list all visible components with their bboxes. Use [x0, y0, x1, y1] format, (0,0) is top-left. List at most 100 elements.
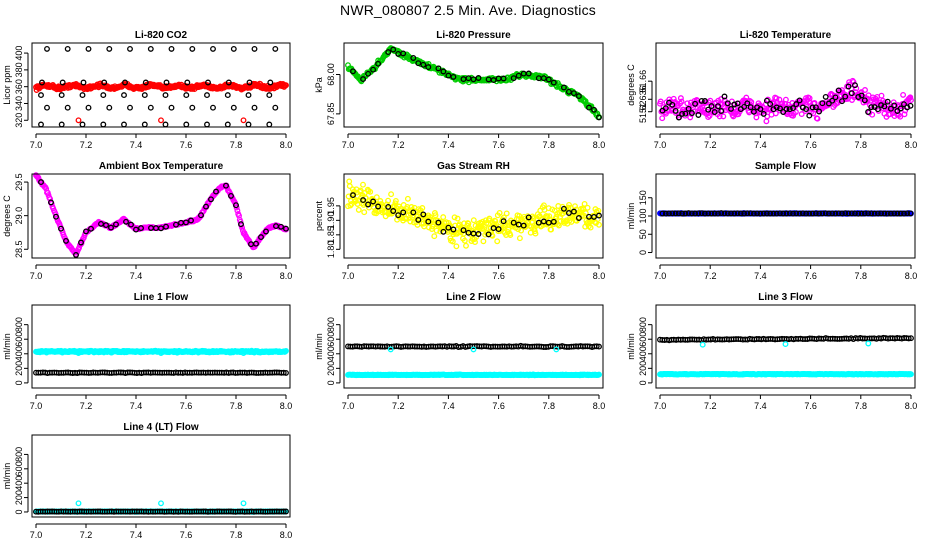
- data-point-tanks: [773, 104, 780, 111]
- data-point-active-dip: [865, 340, 872, 347]
- data-point-tanks: [390, 46, 397, 53]
- data-point-tanks: [744, 100, 751, 107]
- data-point-tanks: [793, 101, 800, 108]
- x-tick-label: 7.2: [80, 271, 93, 281]
- data-point-tanks: [705, 106, 712, 113]
- x-tick-label: 7.0: [30, 530, 43, 540]
- x-tick-label: 7.0: [30, 140, 43, 150]
- data-point-tanks: [783, 106, 790, 112]
- data-point-sample: [408, 204, 415, 210]
- data-point-tanks: [835, 210, 842, 217]
- data-point-sample: [839, 87, 845, 94]
- data-point-tanks: [80, 79, 87, 86]
- data-point-tanks: [806, 210, 813, 217]
- data-point-sample: [862, 87, 868, 93]
- x-tick-label: 7.6: [804, 401, 817, 411]
- x-tick-label: 7.6: [492, 271, 505, 281]
- data-point-tanks: [868, 210, 875, 217]
- data-point-sample: [548, 226, 555, 233]
- data-point-sample: [361, 209, 368, 216]
- data-point-tanks: [258, 234, 264, 241]
- data-point-tanks: [520, 222, 527, 229]
- data-point-inactive: [283, 347, 289, 354]
- data-point-sample: [451, 214, 458, 221]
- data-point-active: [596, 343, 602, 350]
- data-point-sample: [388, 191, 395, 198]
- data-point-tanks: [806, 112, 813, 119]
- data-point-sample: [487, 225, 494, 232]
- data-point-tanks: [272, 104, 279, 111]
- data-point-tanks: [679, 110, 686, 117]
- data-point-sample: [659, 115, 666, 122]
- data-point-sample: [239, 224, 246, 231]
- data-point-tanks: [777, 105, 783, 112]
- data-point-tanks: [868, 104, 875, 111]
- x-tick-label: 7.6: [180, 140, 193, 150]
- data-point-tanks: [188, 217, 194, 224]
- x-tick-label: 7.2: [392, 401, 405, 411]
- data-point-tanks: [470, 76, 477, 83]
- data-point-tanks: [233, 202, 239, 209]
- x-tick-label: 7.2: [704, 271, 717, 281]
- data-point-tanks: [560, 205, 567, 212]
- data-point-sample: [705, 114, 712, 121]
- x-tick-label: 8.0: [280, 271, 293, 281]
- data-point-tanks: [747, 104, 754, 111]
- y-axis-label: ml/min: [626, 203, 636, 230]
- y-axis-label: kPa: [314, 77, 324, 93]
- y-tick-label: 200: [326, 361, 336, 376]
- data-point-tanks: [142, 79, 149, 86]
- data-point-tanks: [415, 60, 422, 67]
- x-tick-label: 7.6: [180, 271, 193, 281]
- data-point-tanks: [767, 101, 774, 107]
- data-point-sample: [699, 104, 706, 111]
- x-tick-label: 7.2: [80, 401, 93, 411]
- data-point-tanks: [420, 61, 427, 68]
- data-point-sample: [518, 227, 525, 234]
- data-point-active-dip: [553, 346, 560, 353]
- data-point-inactive-dip: [240, 350, 247, 357]
- data-point-tanks: [263, 228, 269, 235]
- data-point-tanks: [440, 68, 447, 75]
- x-tick-label: 7.0: [654, 271, 667, 281]
- data-point-tanks: [278, 223, 284, 230]
- data-point-sample: [385, 197, 392, 204]
- y-tick-label: 51.636: [638, 86, 648, 114]
- x-axis: 7.0 7.2 7.4 7.6 7.8 8.0: [342, 394, 605, 411]
- data-points: [657, 210, 914, 217]
- data-point-tanks: [360, 197, 367, 204]
- data-point-tanks: [223, 182, 229, 189]
- data-point-sample: [360, 181, 366, 188]
- data-point-tanks: [350, 68, 356, 75]
- y-tick-label: 600: [14, 332, 24, 347]
- data-point-sample: [355, 206, 362, 213]
- data-point-tanks: [884, 98, 891, 105]
- data-point-tanks: [591, 213, 597, 220]
- data-point-tanks: [410, 209, 417, 216]
- x-tick-label: 7.0: [30, 271, 43, 281]
- data-point-tanks: [550, 218, 557, 225]
- data-point-tanks: [238, 221, 244, 228]
- data-point-outliers: [75, 117, 82, 124]
- x-tick-label: 7.8: [543, 401, 556, 411]
- x-tick-label: 7.8: [230, 140, 243, 150]
- data-point-sample: [496, 209, 503, 216]
- y-tick-label: 340: [14, 96, 24, 111]
- data-point-tanks: [718, 210, 725, 217]
- data-point-outliers: [158, 117, 164, 124]
- data-point-sample: [878, 92, 885, 99]
- data-point-tanks: [390, 208, 397, 214]
- data-point-sample: [763, 118, 770, 125]
- data-point-tanks: [98, 220, 104, 227]
- data-point-sample: [367, 188, 374, 195]
- data-point-tanks: [715, 103, 721, 110]
- data-point-tanks: [500, 75, 507, 82]
- x-tick-label: 7.8: [230, 401, 243, 411]
- data-point-tanks: [510, 75, 517, 82]
- data-point-tanks: [450, 73, 457, 80]
- data-point-sample: [472, 239, 478, 246]
- plot-frame: [655, 42, 916, 128]
- data-point-tanks: [790, 105, 796, 112]
- data-point-tanks: [695, 210, 702, 217]
- data-point-tanks: [711, 210, 718, 217]
